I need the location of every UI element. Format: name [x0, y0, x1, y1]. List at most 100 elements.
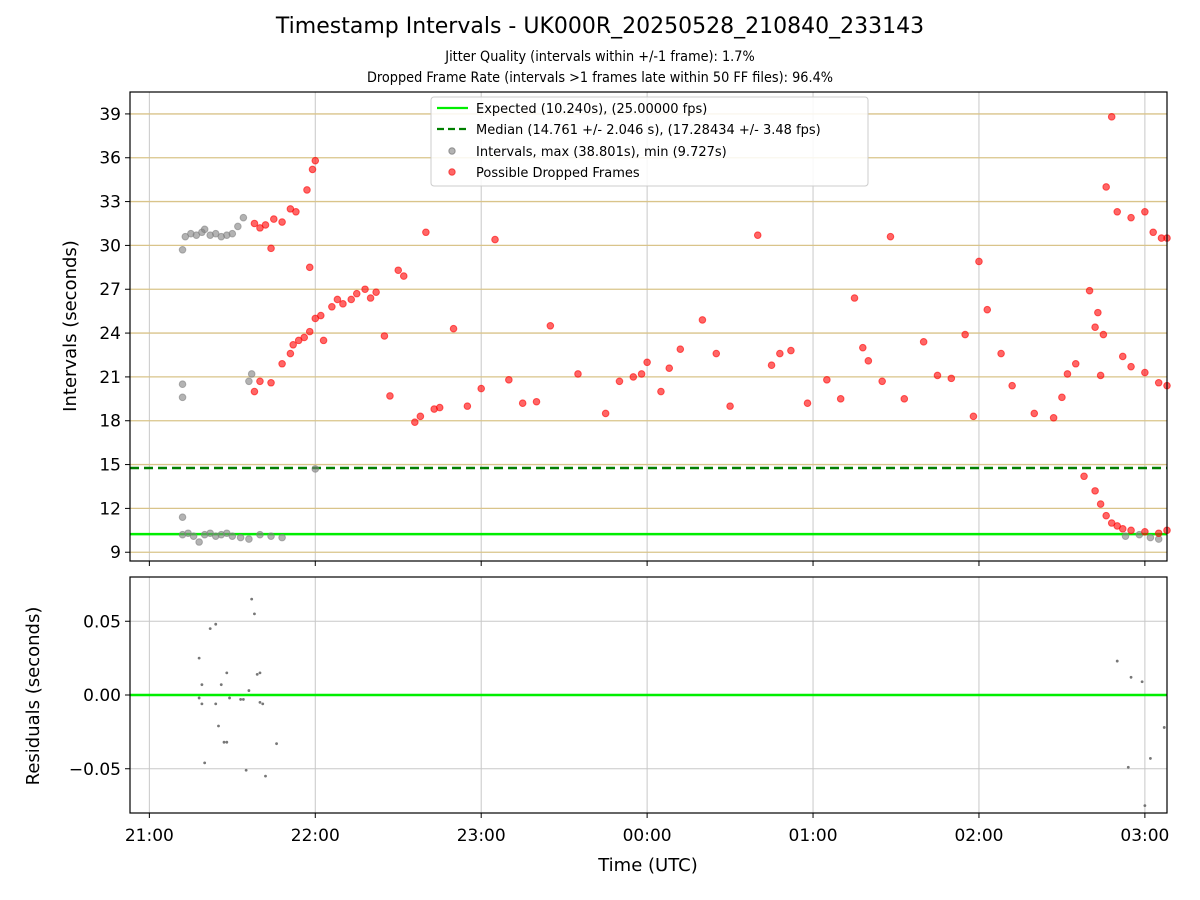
- dropped-frame-point: [505, 376, 513, 384]
- residual-point: [200, 683, 204, 687]
- x-tick-label: 22:00: [291, 826, 340, 846]
- legend-box: [430, 96, 869, 187]
- dropped-frame-point: [787, 346, 795, 355]
- dropped-frame-point: [256, 377, 264, 386]
- dropped-frame-point: [1118, 352, 1127, 361]
- dropped-frame-point: [319, 336, 328, 345]
- dropped-frame-point: [726, 402, 734, 410]
- dropped-frame-point: [850, 294, 859, 302]
- dropped-frame-point: [776, 349, 784, 358]
- bottom-y-axis-label: Residuals (seconds): [23, 607, 44, 786]
- dropped-frame-point: [698, 316, 707, 324]
- dropped-frame-point: [305, 327, 314, 336]
- top-y-tick-label: 15: [99, 456, 121, 476]
- dropped-frame-point: [997, 349, 1005, 358]
- interval-point: [234, 222, 242, 231]
- dropped-frame-point: [1107, 113, 1116, 121]
- dropped-frame-point: [269, 215, 278, 223]
- top-y-tick-label: 33: [99, 193, 121, 213]
- bottom-plot-points: [197, 597, 1166, 808]
- dropped-frame-point: [339, 300, 347, 308]
- dropped-frame-point: [328, 302, 336, 311]
- dropped-frame-point: [886, 232, 895, 241]
- dropped-frame-point: [1008, 381, 1016, 390]
- dropped-frame-point: [1141, 208, 1149, 216]
- dropped-frame-point: [305, 263, 314, 272]
- top-plot-points: [178, 113, 1171, 546]
- dropped-frame-point: [1071, 359, 1080, 368]
- dropped-frame-point: [532, 397, 541, 406]
- interval-point: [189, 532, 198, 540]
- dropped-frame-point: [1091, 323, 1099, 332]
- residual-point: [1143, 804, 1147, 808]
- residual-point: [228, 696, 231, 700]
- residual-point: [197, 656, 201, 660]
- bottom-y-tick-label: −0.05: [69, 760, 121, 780]
- dropped-frame-point: [333, 295, 342, 304]
- dropped-frame-point: [753, 231, 762, 239]
- dropped-frame-point: [836, 395, 845, 403]
- dropped-frame-point: [399, 272, 408, 280]
- legend-median-label: Median (14.761 +/- 2.046 s), (17.28434 +…: [476, 123, 821, 138]
- residual-point: [1149, 757, 1152, 760]
- residual-point: [1126, 765, 1130, 769]
- legend-expected-label: Expected (10.240s), (25.00000 fps): [476, 102, 707, 117]
- x-axis-ticks: 21:00 22:00 23:00 00:00 01:00 02:00 03:00: [125, 813, 1169, 846]
- interval-point: [245, 377, 253, 386]
- dropped-frame-point: [1149, 228, 1157, 237]
- dropped-frame-point: [311, 156, 320, 165]
- dropped-frame-point: [1091, 487, 1099, 495]
- residual-point: [225, 671, 229, 675]
- dropped-frame-point: [518, 399, 527, 408]
- top-y-tick-label: 9: [110, 543, 121, 563]
- dropped-frame-point: [394, 266, 403, 275]
- dropped-frame-point: [1102, 511, 1110, 520]
- dropped-frame-point: [601, 409, 610, 418]
- dropped-frame-point: [1096, 500, 1105, 508]
- top-y-tick-label: 18: [99, 412, 121, 432]
- dropped-frame-point: [637, 370, 646, 378]
- dropped-frame-point: [947, 374, 956, 383]
- dropped-frame-point: [859, 343, 867, 352]
- dropped-frame-point: [1058, 393, 1066, 402]
- residual-point: [255, 672, 259, 676]
- top-y-tick-label: 36: [99, 149, 121, 169]
- residual-point: [225, 740, 229, 744]
- x-axis-label: Time (UTC): [597, 855, 698, 876]
- dropped-frame-point: [767, 361, 776, 370]
- dropped-frame-point: [416, 412, 425, 421]
- legend-intervals-swatch: [448, 147, 456, 155]
- top-y-tick-label: 24: [99, 324, 121, 344]
- dropped-frame-point: [300, 333, 309, 342]
- dropped-frame-point: [1030, 409, 1039, 418]
- interval-point: [200, 225, 209, 234]
- interval-point: [247, 370, 256, 378]
- dropped-frame-point: [1099, 330, 1108, 339]
- bottom-plot-ticks: 0.05 0.00 −0.05: [69, 612, 130, 780]
- x-tick-label: 02:00: [954, 826, 1003, 846]
- dropped-frame-point: [435, 403, 444, 412]
- dropped-frame-point: [1096, 371, 1105, 380]
- dropped-frame-point: [546, 321, 555, 330]
- legend-dropped-swatch: [448, 168, 456, 176]
- dropped-frame-point: [386, 392, 394, 400]
- residual-point: [264, 774, 267, 778]
- residual-point: [214, 622, 218, 626]
- dropped-frame-point: [878, 377, 886, 386]
- residual-point: [219, 683, 223, 687]
- dropped-frame-point: [303, 186, 311, 194]
- top-y-axis-label: Intervals (seconds): [60, 240, 81, 412]
- dropped-frame-point: [657, 387, 665, 396]
- top-y-tick-label: 21: [99, 368, 121, 388]
- dropped-frame-point: [1118, 525, 1127, 533]
- dropped-frame-point: [278, 218, 286, 226]
- dropped-frame-point: [1127, 213, 1135, 222]
- dropped-frame-point: [267, 378, 275, 387]
- top-y-tick-label: 39: [99, 105, 121, 125]
- bottom-plot-frame: [129, 576, 1168, 814]
- dropped-frame-point: [352, 289, 361, 298]
- interval-point: [245, 535, 253, 543]
- dropped-frame-point: [712, 349, 721, 358]
- dropped-frame-point: [803, 399, 812, 408]
- interval-point: [256, 530, 264, 539]
